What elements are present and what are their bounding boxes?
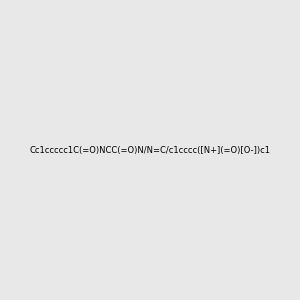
- Text: Cc1ccccc1C(=O)NCC(=O)N/N=C/c1cccc([N+](=O)[O-])c1: Cc1ccccc1C(=O)NCC(=O)N/N=C/c1cccc([N+](=…: [29, 146, 271, 154]
